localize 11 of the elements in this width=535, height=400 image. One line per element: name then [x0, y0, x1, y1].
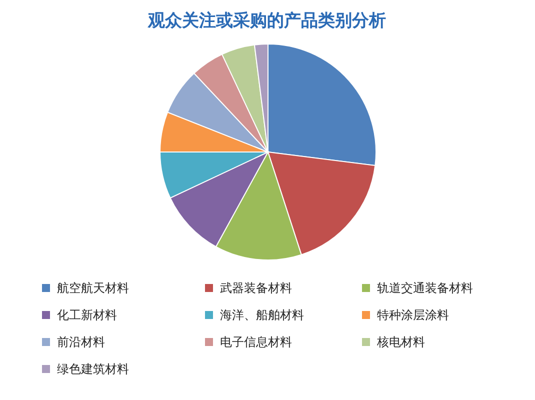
legend-label: 化工新材料 [57, 308, 117, 322]
legend-label: 前沿材料 [57, 335, 105, 349]
legend-label: 海洋、船舶材料 [220, 308, 304, 322]
legend-label: 轨道交通装备材料 [377, 281, 473, 295]
legend-label: 武器装备材料 [220, 281, 292, 295]
chart-title: 观众关注或采购的产品类别分析 [147, 11, 386, 31]
legend-label: 特种涂层涂料 [377, 308, 449, 322]
legend-label: 航空航天材料 [57, 281, 129, 295]
legend-label: 绿色建筑材料 [57, 362, 129, 376]
legend-label: 核电材料 [376, 335, 425, 349]
legend-label: 电子信息材料 [220, 335, 292, 349]
